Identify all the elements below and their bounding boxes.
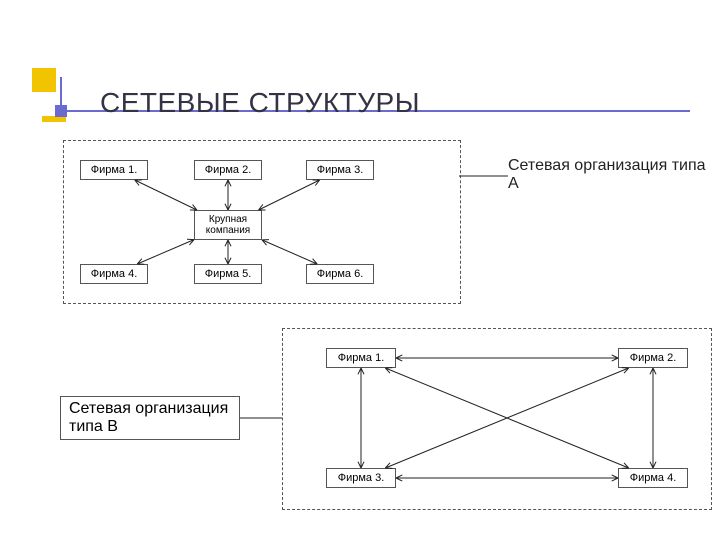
node-a-f1: Фирма 1. bbox=[80, 160, 148, 180]
diagram-b-label-box: Сетевая организация типа В bbox=[60, 396, 240, 440]
decor-yellow-top bbox=[32, 68, 56, 92]
node-a-f5: Фирма 5. bbox=[194, 264, 262, 284]
node-b-f4: Фирма 4. bbox=[618, 468, 688, 488]
node-a-hub: Крупная компания bbox=[194, 210, 262, 240]
diagram-a-label-text: Сетевая организация типа А bbox=[508, 157, 706, 192]
diagram-a-label: Сетевая организация типа А bbox=[508, 157, 708, 193]
node-b-f2: Фирма 2. bbox=[618, 348, 688, 368]
diagram-b-label-text: Сетевая организация типа В bbox=[69, 400, 231, 435]
node-a-f6: Фирма 6. bbox=[306, 264, 374, 284]
node-a-f2: Фирма 2. bbox=[194, 160, 262, 180]
decor-blue-vert bbox=[60, 77, 62, 110]
node-a-f4: Фирма 4. bbox=[80, 264, 148, 284]
node-a-f3: Фирма 3. bbox=[306, 160, 374, 180]
node-b-f3: Фирма 3. bbox=[326, 468, 396, 488]
page-title: СЕТЕВЫЕ СТРУКТУРЫ bbox=[100, 87, 420, 119]
node-b-f1: Фирма 1. bbox=[326, 348, 396, 368]
